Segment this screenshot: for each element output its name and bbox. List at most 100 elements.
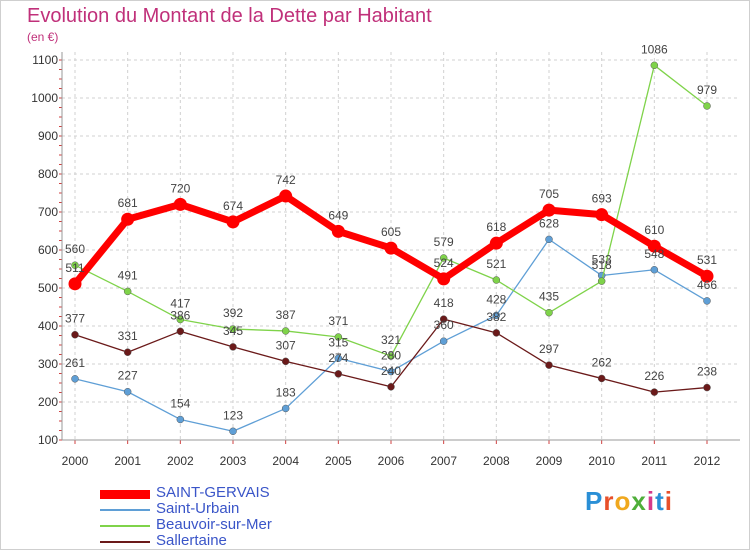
data-point <box>229 325 237 333</box>
data-point <box>384 241 398 255</box>
y-tick-label: 600 <box>38 243 58 257</box>
x-tick-label: 2000 <box>62 454 89 468</box>
data-point <box>334 354 343 363</box>
data-label: 360 <box>434 318 454 332</box>
data-point <box>597 374 606 383</box>
data-point <box>229 427 237 436</box>
data-point <box>331 224 345 238</box>
data-label: 521 <box>486 257 506 271</box>
data-label: 524 <box>434 256 454 270</box>
data-label: 240 <box>381 364 401 378</box>
logo-letter: t <box>655 486 665 516</box>
data-label: 417 <box>170 297 190 311</box>
data-point <box>650 266 659 274</box>
data-point <box>595 208 609 222</box>
data-point <box>439 315 448 323</box>
legend-label: Beauvoir-sur-Mer <box>156 516 272 533</box>
y-tick-label: 1000 <box>31 91 58 105</box>
logo-letter: o <box>614 486 632 516</box>
x-tick-label: 2006 <box>378 454 405 468</box>
data-point <box>492 329 501 337</box>
data-label: 392 <box>223 306 243 320</box>
x-tick-label: 2003 <box>220 454 247 468</box>
data-label: 382 <box>486 310 506 324</box>
y-tick-label: 800 <box>38 167 58 181</box>
legend-swatch <box>100 489 150 499</box>
data-label: 274 <box>328 351 348 365</box>
x-tick-label: 2005 <box>325 454 352 468</box>
data-point <box>542 203 556 217</box>
data-label: 466 <box>697 278 717 292</box>
proxiti-logo: Proxiti <box>585 486 673 517</box>
data-point <box>439 254 448 262</box>
data-point <box>123 387 132 396</box>
data-label: 280 <box>381 349 401 363</box>
data-label: 154 <box>170 396 190 410</box>
x-tick-label: 2012 <box>694 454 721 468</box>
data-label: 123 <box>223 408 243 422</box>
y-tick-label: 1100 <box>32 53 58 67</box>
data-point <box>387 352 395 360</box>
legend-label: SAINT-GERVAIS <box>156 484 270 501</box>
data-label: 681 <box>118 196 138 210</box>
data-point <box>121 212 135 226</box>
data-label: 693 <box>592 192 612 206</box>
data-label: 742 <box>276 173 296 187</box>
x-tick-label: 2004 <box>272 454 299 468</box>
logo-letter: P <box>585 486 604 516</box>
data-point <box>489 236 503 250</box>
data-point <box>545 308 553 317</box>
data-point <box>439 337 448 345</box>
legend-swatch <box>100 509 150 511</box>
data-label: 315 <box>328 335 348 349</box>
data-point <box>387 367 395 376</box>
data-point <box>281 327 290 335</box>
data-label: 262 <box>592 355 612 369</box>
data-point <box>703 102 711 110</box>
data-label: 610 <box>644 223 664 237</box>
data-label: 238 <box>697 365 717 379</box>
x-tick-label: 2007 <box>430 454 457 468</box>
data-label: 307 <box>276 338 296 352</box>
data-label: 705 <box>539 187 559 201</box>
data-point <box>334 370 343 378</box>
data-label: 386 <box>170 308 190 322</box>
data-point <box>71 261 79 269</box>
data-label: 377 <box>65 312 85 326</box>
logo-letter: i <box>664 486 673 516</box>
data-point <box>173 197 187 211</box>
data-label: 227 <box>118 369 138 383</box>
data-label: 435 <box>539 290 559 304</box>
data-label: 297 <box>539 342 559 356</box>
data-point <box>176 315 185 324</box>
x-tick-label: 2010 <box>588 454 615 468</box>
data-label: 531 <box>697 253 717 267</box>
data-label: 511 <box>65 261 84 275</box>
data-label: 345 <box>223 324 243 338</box>
data-point <box>281 357 290 366</box>
logo-letter: r <box>603 486 615 516</box>
data-label: 674 <box>223 199 243 213</box>
x-tick-label: 2011 <box>641 454 667 468</box>
data-point <box>281 404 290 413</box>
data-label: 428 <box>486 292 506 306</box>
data-label: 579 <box>434 235 454 249</box>
data-point <box>437 272 451 286</box>
data-label: 548 <box>644 247 664 261</box>
data-label: 618 <box>486 220 506 234</box>
logo-letter: x <box>631 486 647 516</box>
y-tick-label: 300 <box>38 357 58 371</box>
data-point <box>545 235 553 244</box>
y-tick-label: 700 <box>38 205 58 219</box>
data-label: 649 <box>328 208 348 222</box>
data-label: 979 <box>697 83 717 97</box>
plot-area <box>62 52 740 440</box>
data-point <box>387 383 395 391</box>
x-tick-label: 2009 <box>536 454 563 468</box>
data-point <box>71 330 79 339</box>
data-point <box>71 375 79 383</box>
data-point <box>597 277 606 285</box>
data-point <box>703 297 711 305</box>
y-tick-label: 200 <box>38 395 58 409</box>
